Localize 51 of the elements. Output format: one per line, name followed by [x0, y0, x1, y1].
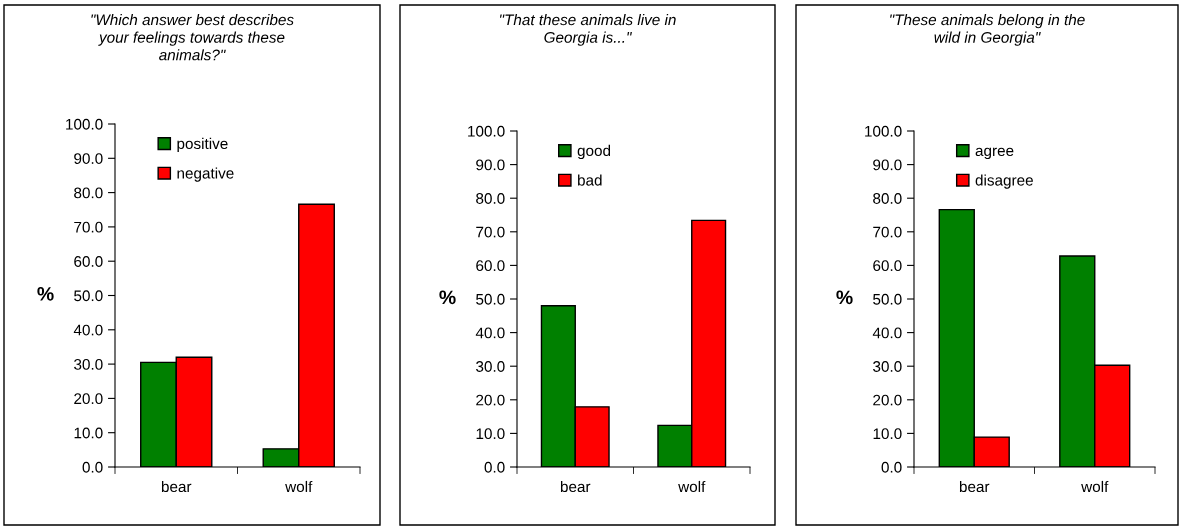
y-tick-label: 60.0	[476, 260, 505, 272]
legend-label: positive	[177, 137, 228, 153]
y-tick-label: 100.0	[865, 125, 902, 137]
y-tick-label: 90.0	[74, 153, 103, 164]
y-tick-label: 80.0	[476, 193, 505, 204]
y-tick-label: 60.0	[74, 256, 103, 267]
legend-label: bad	[578, 174, 602, 186]
y-tick-label: 30.0	[476, 361, 505, 372]
y-tick-label: 60.0	[873, 260, 902, 272]
y-tick-label: 30.0	[873, 361, 902, 372]
y-tick-label: 50.0	[476, 293, 505, 305]
y-tick-label: 70.0	[873, 226, 902, 238]
chart-title: "That these animals live in Georgia is..."	[500, 14, 676, 46]
y-tick-label: 10.0	[74, 427, 103, 439]
y-tick-label: 30.0	[74, 358, 103, 370]
y-tick-label: 70.0	[476, 226, 505, 238]
y-axis-title: %	[439, 290, 456, 305]
y-tick-label: 50.0	[873, 293, 902, 305]
y-tick-label: 90.0	[476, 159, 505, 171]
x-tick-label: bear	[560, 480, 591, 493]
y-axis-title: %	[836, 290, 853, 305]
legend-label: agree	[975, 147, 1014, 160]
y-tick-label: 20.0	[74, 393, 103, 405]
x-tick-label: wolf	[285, 480, 313, 493]
y-tick-label: 80.0	[74, 187, 103, 199]
y-tick-label: 10.0	[476, 428, 505, 440]
y-tick-label: 0.0	[881, 461, 902, 473]
y-tick-label: 100.0	[66, 118, 103, 130]
y-tick-label: 50.0	[74, 290, 103, 302]
y-tick-label: 40.0	[872, 327, 902, 339]
y-tick-label: 40.0	[475, 327, 505, 339]
x-tick-label: wolf	[678, 480, 706, 493]
y-tick-label: 20.0	[873, 394, 902, 406]
x-tick-label: wolf	[1081, 480, 1109, 493]
y-tick-label: 40.0	[73, 324, 103, 336]
y-tick-label: 70.0	[74, 221, 103, 233]
x-tick-label: bear	[959, 480, 990, 493]
y-tick-label: 0.0	[82, 461, 103, 473]
chart-title: "Which answer best describes your feelings towards these animals?"	[91, 14, 294, 61]
legend-label: disagree	[975, 174, 1033, 189]
y-tick-label: 20.0	[476, 394, 505, 406]
legend-label: good	[577, 144, 611, 160]
y-axis-title: %	[37, 287, 54, 301]
y-tick-label: 80.0	[873, 193, 902, 204]
x-tick-label: bear	[161, 480, 192, 493]
legend-label: negative	[177, 167, 234, 182]
y-tick-label: 90.0	[873, 159, 902, 171]
y-tick-label: 10.0	[873, 428, 902, 440]
y-tick-label: 100.0	[468, 125, 505, 137]
y-tick-label: 0.0	[484, 461, 505, 473]
chart-title: "These animals belong in the wild in Georgia"	[890, 14, 1085, 46]
